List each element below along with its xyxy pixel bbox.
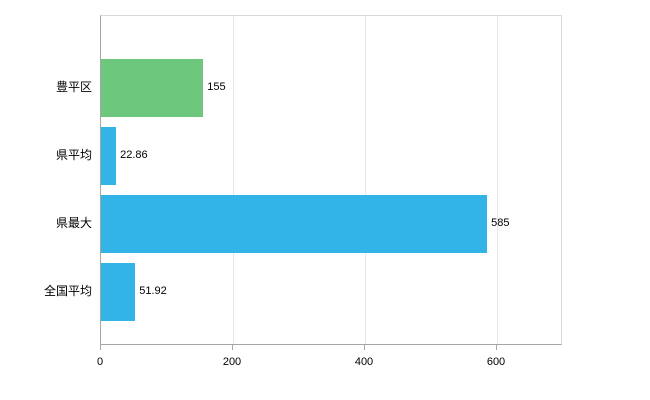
bar-3 <box>101 263 136 321</box>
x-tick-label-0: 0 <box>96 356 104 368</box>
gridline <box>497 16 498 344</box>
gridline <box>233 16 234 344</box>
bar-2 <box>101 195 488 253</box>
bar-0 <box>101 59 204 117</box>
category-label-2: 県最大 <box>55 216 92 230</box>
x-tick-label-1: 200 <box>222 356 242 368</box>
x-tick-2 <box>364 345 365 350</box>
x-tick-3 <box>496 345 497 350</box>
x-tick-label-2: 400 <box>354 356 374 368</box>
value-label-1: 22.86 <box>120 149 148 161</box>
bar-1 <box>101 127 117 185</box>
value-label-0: 155 <box>207 81 226 93</box>
value-label-3: 51.92 <box>139 285 167 297</box>
x-tick-1 <box>232 345 233 350</box>
x-tick-0 <box>100 345 101 350</box>
category-label-0: 豊平区 <box>55 80 92 94</box>
category-label-3: 全国平均 <box>43 284 92 298</box>
x-tick-label-3: 600 <box>486 356 506 368</box>
category-label-1: 県平均 <box>55 148 92 162</box>
plot-area <box>100 15 562 345</box>
value-label-2: 585 <box>491 217 510 229</box>
gridline <box>365 16 366 344</box>
